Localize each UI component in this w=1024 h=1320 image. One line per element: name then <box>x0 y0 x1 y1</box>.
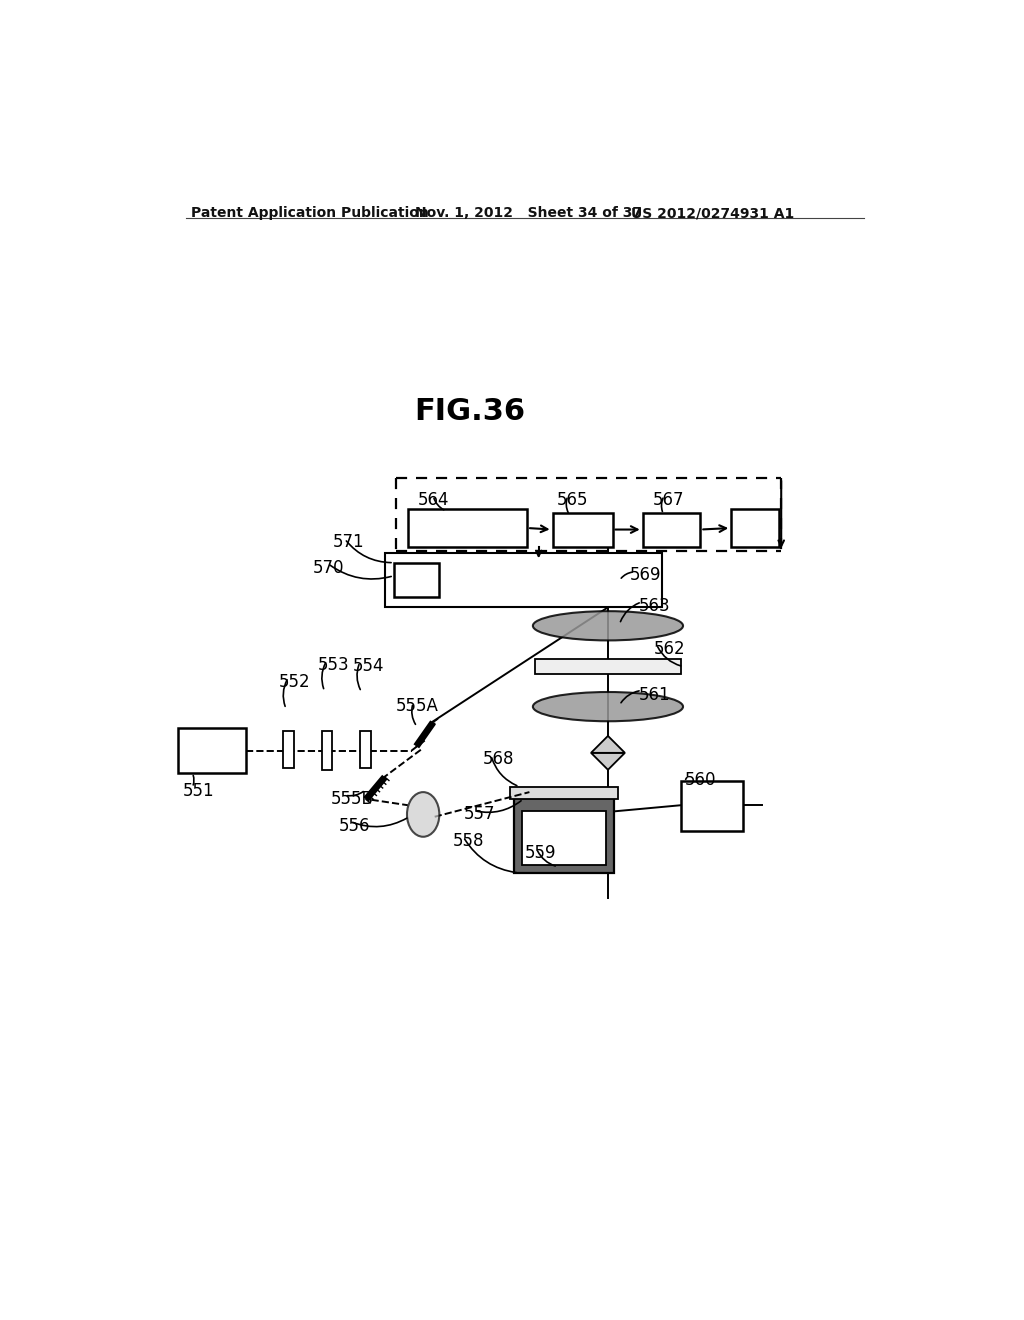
Text: 570: 570 <box>313 558 344 577</box>
Text: 554: 554 <box>352 657 384 676</box>
Bar <box>521 812 606 866</box>
Text: 555A: 555A <box>396 697 439 715</box>
Text: 551: 551 <box>183 781 215 800</box>
Bar <box>510 787 617 799</box>
Bar <box>322 731 333 770</box>
Bar <box>360 731 371 768</box>
Text: US 2012/0274931 A1: US 2012/0274931 A1 <box>631 206 795 220</box>
Text: 560: 560 <box>685 771 717 788</box>
Text: 552: 552 <box>280 673 311 690</box>
Text: 556: 556 <box>339 817 370 834</box>
Bar <box>643 512 700 548</box>
Text: 559: 559 <box>524 843 556 862</box>
Text: 564: 564 <box>418 491 450 510</box>
Bar <box>408 508 527 548</box>
Bar <box>731 508 779 548</box>
Ellipse shape <box>532 611 683 640</box>
Polygon shape <box>591 752 625 770</box>
Text: 563: 563 <box>639 598 671 615</box>
Ellipse shape <box>407 792 439 837</box>
Text: 568: 568 <box>483 750 515 768</box>
Text: Patent Application Publication: Patent Application Publication <box>190 206 428 220</box>
Bar <box>394 562 438 598</box>
Text: 561: 561 <box>639 686 671 704</box>
Text: 562: 562 <box>654 640 686 657</box>
Text: 558: 558 <box>453 832 484 850</box>
Text: 565: 565 <box>556 491 588 510</box>
Polygon shape <box>591 737 625 752</box>
Text: Nov. 1, 2012   Sheet 34 of 37: Nov. 1, 2012 Sheet 34 of 37 <box>416 206 642 220</box>
Text: 555B: 555B <box>331 789 374 808</box>
Text: 567: 567 <box>652 491 684 510</box>
Ellipse shape <box>532 692 683 721</box>
Text: 569: 569 <box>630 566 662 585</box>
Bar <box>535 659 681 675</box>
Text: 553: 553 <box>317 656 349 673</box>
Bar <box>385 553 662 607</box>
Bar <box>283 731 294 768</box>
Bar <box>681 780 742 830</box>
Bar <box>553 512 612 548</box>
Bar <box>178 729 246 774</box>
Text: FIG.36: FIG.36 <box>414 397 525 426</box>
Text: 557: 557 <box>464 805 496 824</box>
Bar <box>514 796 614 873</box>
Text: 571: 571 <box>333 533 365 552</box>
